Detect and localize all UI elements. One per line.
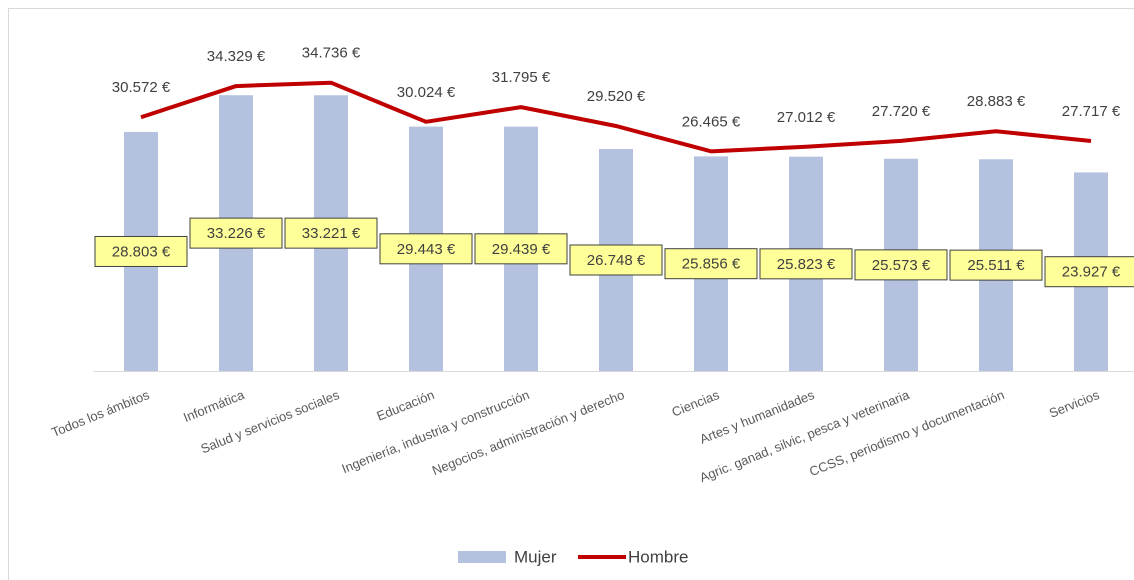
data-label: 25.856 € <box>682 256 741 273</box>
data-label-box <box>569 244 663 276</box>
data-label: 28.883 € <box>967 93 1026 110</box>
x-tick-label: Ciencias <box>670 387 722 420</box>
data-label: 26.748 € <box>587 252 646 269</box>
data-label: 25.823 € <box>777 256 836 273</box>
data-label-box <box>379 233 473 265</box>
data-label: 30.024 € <box>397 84 456 101</box>
data-label: 27.720 € <box>872 103 931 120</box>
x-tick-label: Todos los ámbitos <box>49 387 152 440</box>
data-label: 29.443 € <box>397 241 456 258</box>
data-label: 33.221 € <box>302 225 361 242</box>
data-label-box <box>189 217 283 249</box>
data-label: 23.927 € <box>1062 264 1121 281</box>
data-label: 28.803 € <box>112 243 171 260</box>
data-label: 34.736 € <box>302 45 361 62</box>
data-label: 30.572 € <box>112 79 171 96</box>
data-label-box <box>1044 256 1134 288</box>
data-label: 29.439 € <box>492 241 551 258</box>
legend-swatch <box>458 551 506 563</box>
data-label: 27.012 € <box>777 109 836 126</box>
data-label: 26.465 € <box>682 113 741 130</box>
x-tick-label: Servicios <box>1047 387 1102 421</box>
data-label: 34.329 € <box>207 48 266 65</box>
data-label-box <box>474 233 568 265</box>
x-tick-label: Educación <box>374 387 436 424</box>
data-label: 27.717 € <box>1062 103 1121 120</box>
legend-label: Hombre <box>628 547 688 566</box>
data-label: 31.795 € <box>492 69 551 86</box>
data-label: 33.226 € <box>207 225 266 242</box>
data-label-box <box>94 235 188 267</box>
data-label: 25.573 € <box>872 257 931 274</box>
data-label-box <box>854 249 948 281</box>
chart-border <box>8 8 1134 580</box>
data-label: 25.511 € <box>967 257 1025 274</box>
data-label: 29.520 € <box>587 88 646 105</box>
data-label-box <box>759 248 853 280</box>
data-label-box <box>949 249 1043 281</box>
legend-label: Mujer <box>514 547 557 566</box>
data-label-box <box>284 217 378 249</box>
data-label-box <box>664 248 758 280</box>
line <box>140 80 1092 154</box>
x-tick-label: Informática <box>181 387 247 425</box>
